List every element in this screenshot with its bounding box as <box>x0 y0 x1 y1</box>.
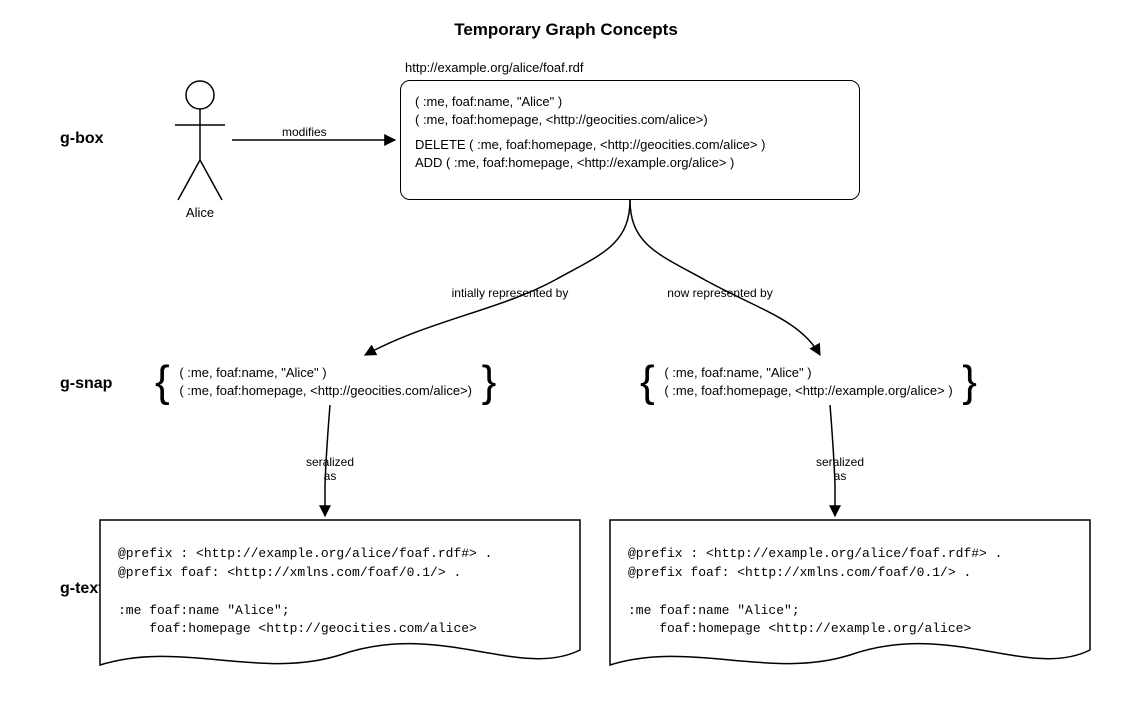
edge-split-right <box>630 200 705 280</box>
edge-label-modifies: modifies <box>282 125 327 139</box>
edge-label-now: now represented by <box>660 286 780 300</box>
brace-open-icon: { <box>155 362 170 402</box>
brace-close-icon: } <box>482 362 497 402</box>
gtext-right-text: @prefix : <http://example.org/alice/foaf… <box>628 545 1002 639</box>
gsnap-right-line2: ( :me, foaf:homepage, <http://example.or… <box>664 382 952 400</box>
edge-label-serialized-left: seralized as <box>300 455 360 484</box>
gbox-url: http://example.org/alice/foaf.rdf <box>405 60 583 75</box>
gsnap-right: { ( :me, foaf:name, "Alice" ) ( :me, foa… <box>640 362 977 402</box>
gsnap-left: { ( :me, foaf:name, "Alice" ) ( :me, foa… <box>155 362 496 402</box>
gsnap-right-line1: ( :me, foaf:name, "Alice" ) <box>664 364 952 382</box>
brace-close-icon: } <box>962 362 977 402</box>
actor-icon <box>175 81 225 200</box>
gsnap-left-line2: ( :me, foaf:homepage, <http://geocities.… <box>179 382 472 400</box>
brace-open-icon: { <box>640 362 655 402</box>
actor-name: Alice <box>180 205 220 220</box>
row-label-gbox: g-box <box>60 130 104 148</box>
gbox-line2: ( :me, foaf:homepage, <http://geocities.… <box>415 111 845 129</box>
gbox-box: ( :me, foaf:name, "Alice" ) ( :me, foaf:… <box>400 80 860 200</box>
gtext-left-text: @prefix : <http://example.org/alice/foaf… <box>118 545 492 639</box>
gsnap-left-line1: ( :me, foaf:name, "Alice" ) <box>179 364 472 382</box>
row-label-gtext: g-text <box>60 580 104 598</box>
row-label-gsnap: g-snap <box>60 375 112 393</box>
edge-label-serialized-right: seralized as <box>810 455 870 484</box>
edge-split-left <box>555 200 630 280</box>
gbox-line1: ( :me, foaf:name, "Alice" ) <box>415 93 845 111</box>
edge-label-initially: intially represented by <box>450 286 570 300</box>
page-title: Temporary Graph Concepts <box>0 20 1132 40</box>
gbox-line3: DELETE ( :me, foaf:homepage, <http://geo… <box>415 136 845 154</box>
gbox-line4: ADD ( :me, foaf:homepage, <http://exampl… <box>415 154 845 172</box>
